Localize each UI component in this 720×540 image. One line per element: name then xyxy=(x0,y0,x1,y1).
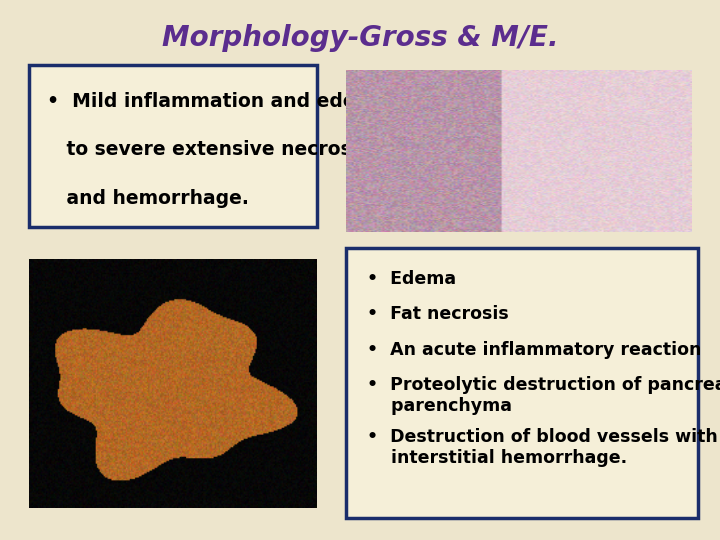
Text: •  Proteolytic destruction of pancreatic
    parenchyma: • Proteolytic destruction of pancreatic … xyxy=(367,376,720,415)
Text: •  An acute inflammatory reaction: • An acute inflammatory reaction xyxy=(367,341,701,359)
Text: •  Fat necrosis: • Fat necrosis xyxy=(367,305,509,323)
Text: and hemorrhage.: and hemorrhage. xyxy=(47,189,248,208)
Text: •  Destruction of blood vessels with
    interstitial hemorrhage.: • Destruction of blood vessels with inte… xyxy=(367,428,718,467)
FancyBboxPatch shape xyxy=(29,65,317,227)
FancyBboxPatch shape xyxy=(346,248,698,518)
Text: to severe extensive necrosis: to severe extensive necrosis xyxy=(47,140,369,159)
Text: •  Mild inflammation and edema: • Mild inflammation and edema xyxy=(47,92,387,111)
Text: •  Edema: • Edema xyxy=(367,270,456,288)
Text: Morphology-Gross & M/E.: Morphology-Gross & M/E. xyxy=(162,24,558,52)
